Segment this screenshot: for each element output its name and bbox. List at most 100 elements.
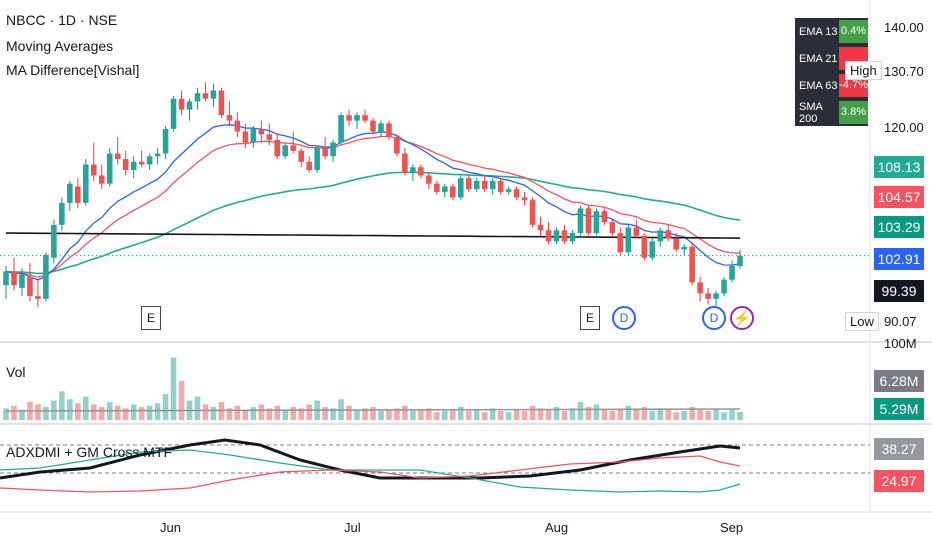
volume-bar	[130, 404, 137, 420]
candle	[146, 153, 153, 170]
candle-body	[641, 235, 648, 258]
candle-body	[410, 167, 416, 173]
candle	[473, 178, 480, 192]
volume-bar	[266, 408, 273, 420]
volume-bar	[593, 404, 600, 420]
dividend-event-marker[interactable]: D	[702, 306, 726, 330]
volume-bar	[418, 409, 424, 420]
candle	[561, 224, 568, 245]
candle	[162, 126, 169, 160]
candle	[617, 227, 624, 255]
candle	[90, 142, 97, 181]
volume-bar	[489, 408, 496, 420]
candle-body	[577, 208, 584, 234]
candle	[577, 205, 584, 236]
candle-body	[138, 161, 145, 165]
volume-bar	[553, 407, 560, 420]
candle	[457, 175, 464, 201]
dividend-event-marker[interactable]: D	[612, 306, 636, 330]
volume-bar	[90, 404, 97, 420]
volume-bar	[505, 412, 512, 420]
candle	[418, 164, 424, 179]
candle-body	[649, 241, 656, 258]
candle-body	[170, 98, 177, 129]
volume-bar	[426, 408, 432, 420]
candle	[641, 233, 648, 261]
ema13-price-tag: 102.91	[874, 248, 924, 270]
volume-bar	[67, 399, 73, 420]
candle	[537, 216, 544, 236]
ema21-line	[5, 135, 741, 278]
candle-body	[697, 282, 703, 294]
volume-bar	[729, 409, 735, 420]
volume-bar	[282, 409, 289, 420]
candle	[338, 112, 344, 146]
x-axis-month: Jul	[344, 520, 361, 535]
candle-body	[27, 276, 33, 297]
candle-body	[673, 238, 679, 250]
candle-body	[51, 224, 57, 258]
candle-body	[226, 115, 233, 121]
candle-body	[338, 115, 344, 143]
symbol-legend[interactable]: NBCC · 1D · NSE	[6, 12, 118, 28]
adx-legend[interactable]: ADXDMI + GM Cross MTF	[6, 444, 173, 460]
candle-body	[457, 178, 464, 198]
candle-body	[601, 211, 608, 223]
candle	[51, 219, 57, 264]
candle-body	[314, 148, 320, 170]
volume-bar	[410, 410, 416, 420]
candle	[346, 109, 352, 127]
ma-difference-legend[interactable]: MA Difference[Vishal]	[6, 62, 140, 78]
x-axis-month: Aug	[545, 520, 569, 535]
ma-name: EMA 21	[799, 52, 838, 65]
candle	[497, 178, 504, 195]
candle	[186, 98, 193, 121]
candle	[306, 156, 312, 173]
candle-body	[250, 128, 257, 143]
candle	[3, 265, 9, 299]
candle-body	[162, 128, 169, 154]
volume-bar	[242, 409, 249, 420]
volume-bar	[202, 404, 209, 420]
candle	[386, 120, 392, 140]
earnings-event-marker[interactable]: E	[580, 306, 600, 330]
candle-body	[122, 159, 129, 170]
ma-indicator-legend[interactable]: Moving Averages	[6, 38, 114, 54]
candle	[426, 172, 432, 190]
candle-body	[234, 120, 241, 132]
volume-bar	[641, 407, 648, 420]
split-event-marker[interactable]: ⚡	[730, 306, 754, 330]
volume-bar	[481, 412, 488, 420]
ma-row-sma200: SMA 200 3.8%	[795, 99, 868, 126]
volume-bar	[138, 407, 145, 420]
volume-legend[interactable]: Vol	[6, 364, 26, 380]
candle-body	[609, 222, 616, 234]
candle	[633, 219, 640, 239]
volume-bar	[569, 408, 576, 420]
candle-body	[681, 246, 687, 250]
earnings-event-marker[interactable]: E	[141, 306, 161, 330]
candle	[665, 224, 671, 242]
candle-body	[402, 153, 408, 173]
volume-ma-line	[5, 408, 741, 412]
volume-bar	[162, 394, 169, 420]
candle	[673, 233, 679, 253]
candle	[434, 180, 440, 195]
price-axis-label: 120.00	[884, 120, 924, 135]
candle-body	[545, 230, 552, 242]
candle	[178, 90, 185, 116]
volume-bar	[11, 405, 17, 420]
candle	[314, 145, 320, 173]
candle-body	[497, 180, 504, 192]
ma-row-ema13: EMA 13 0.4%	[795, 18, 868, 45]
volume-bar	[146, 405, 153, 420]
volume-bar	[19, 409, 25, 420]
ma-name: EMA 13	[799, 25, 838, 38]
candle-body	[513, 189, 520, 198]
candle	[98, 164, 105, 190]
candle-body	[585, 208, 592, 234]
volume-bar	[585, 407, 592, 420]
volume-bar	[98, 407, 105, 420]
candle-body	[202, 93, 209, 99]
